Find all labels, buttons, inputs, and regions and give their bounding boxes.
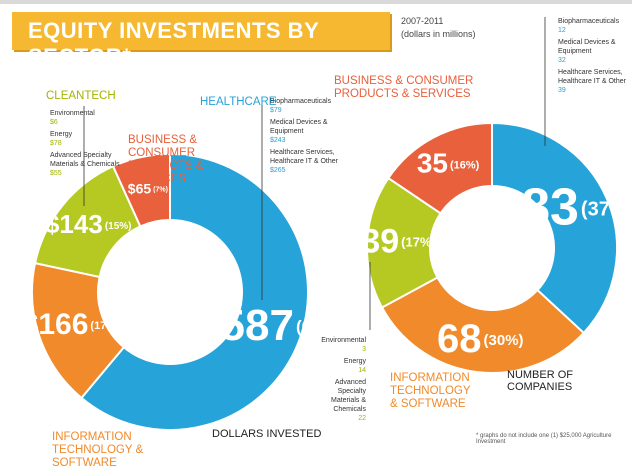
slice-value-label: $166 xyxy=(22,308,89,341)
donut-slice xyxy=(491,121,618,335)
slice-percent-label: (7%) xyxy=(153,186,168,193)
healthcare-item-value: $265 xyxy=(270,167,286,174)
healthcare-item-value: $243 xyxy=(270,137,286,144)
slice-value-label: $143 xyxy=(45,209,103,239)
footnote: * graphs do not include one (1) $25,000 … xyxy=(476,433,612,445)
donut-slice xyxy=(386,121,493,215)
slice-label: 39 (17%) xyxy=(361,222,436,260)
cleantech-item-label: Advanced Specialty Materials & Chemicals xyxy=(50,152,120,168)
slice-value-label: 35 xyxy=(417,148,448,179)
left-chart-caption: DOLLARS INVESTED xyxy=(212,428,322,440)
slice-percent-label: (37%) xyxy=(581,199,632,221)
healthcare-item-label: Biopharmaceuticals xyxy=(270,98,332,105)
right-healthcare-item-label: Healthcare Services, Healthcare IT & Oth… xyxy=(558,69,626,85)
it-heading: INFORMATION TECHNOLOGY & SOFTWARE xyxy=(52,431,144,469)
slice-percent-label: (61%) xyxy=(296,317,341,336)
slice-percent-label: (17%) xyxy=(90,320,120,332)
right-cleantech-item-label: Advanced Specialty Materials & Chemicals xyxy=(330,379,366,413)
cleantech-item-value: $78 xyxy=(50,140,62,147)
slice-label: $166 (17%) xyxy=(22,308,120,341)
slice-percent-label: (17%) xyxy=(401,235,436,250)
right-cleantech-item-label: Energy xyxy=(343,358,366,365)
slice-value-label: 39 xyxy=(361,222,399,260)
right-healthcare-item-value: 32 xyxy=(558,57,566,64)
title-banner: EQUITY INVESTMENTS BY SECTOR* xyxy=(12,12,390,69)
slice-label: $65 (7%) xyxy=(128,180,168,196)
right-cleantech-item-label: Environmental xyxy=(321,337,366,344)
slice-label: $587 (61%) xyxy=(196,300,341,349)
donut-slice xyxy=(80,152,309,431)
right-business-heading: BUSINESS & CONSUMER PRODUCTS & SERVICES xyxy=(334,75,474,100)
right-chart-caption: NUMBER OF COMPANIES xyxy=(507,369,573,393)
right-healthcare-item-value: 12 xyxy=(558,27,566,34)
cleantech-item-label: Energy xyxy=(50,131,73,138)
right-cleantech-breakdown: Environmental 3 Energy 14 Advanced Speci… xyxy=(316,336,366,423)
slice-label: 68 (30%) xyxy=(437,316,524,360)
top-strip xyxy=(0,0,632,4)
slice-label: 35 (16%) xyxy=(417,148,480,179)
right-healthcare-breakdown: Biopharmaceuticals 12 Medical Devices & … xyxy=(558,17,630,95)
cleantech-item-value: $6 xyxy=(50,119,58,126)
healthcare-item-label: Healthcare Services, Healthcare IT & Oth… xyxy=(270,149,338,165)
cleantech-breakdown: Environmental $6 Energy $78 Advanced Spe… xyxy=(50,109,130,178)
slice-label: 83 (37%) xyxy=(521,178,632,236)
slice-label: $143 (15%) xyxy=(45,209,132,239)
right-cleantech-item-value: 22 xyxy=(358,415,366,422)
healthcare-heading: HEALTHCARE xyxy=(200,96,277,108)
slice-percent-label: (15%) xyxy=(105,221,132,232)
right-cleantech-item-value: 3 xyxy=(362,346,366,353)
subtitle-units: (dollars in millions) xyxy=(401,29,476,39)
slice-value-label: 83 xyxy=(521,178,579,236)
cleantech-item-value: $55 xyxy=(50,170,62,177)
donut-chart-companies: 83 (37%) 68 (30%) 39 (17%) 35 (16%) xyxy=(361,121,632,374)
right-it-heading: INFORMATION TECHNOLOGY & SOFTWARE xyxy=(390,372,471,410)
slice-value-label: $587 xyxy=(196,300,294,349)
donut-slice xyxy=(111,152,171,228)
donut-chart-dollars: $587 (61%) $166 (17%) $143 (15%) $65 (7%) xyxy=(22,152,341,431)
right-healthcare-item-label: Medical Devices & Equipment xyxy=(558,39,616,55)
page-title: EQUITY INVESTMENTS BY SECTOR* xyxy=(28,18,319,69)
right-cleantech-item-value: 14 xyxy=(358,367,366,374)
slice-value-label: 68 xyxy=(437,316,482,360)
subtitle: 2007-2011 (dollars in millions) xyxy=(401,15,511,41)
slice-percent-label: (30%) xyxy=(484,332,524,349)
healthcare-item-value: $79 xyxy=(270,107,282,114)
right-healthcare-item-value: 39 xyxy=(558,87,566,94)
business-heading: BUSINESS & CONSUMER PRODUCTS & SERVICES xyxy=(128,134,204,185)
subtitle-years: 2007-2011 xyxy=(401,16,444,26)
slice-value-label: $65 xyxy=(128,180,152,196)
cleantech-heading: CLEANTECH xyxy=(46,90,116,102)
cleantech-item-label: Environmental xyxy=(50,110,95,117)
slice-percent-label: (16%) xyxy=(450,159,480,171)
healthcare-breakdown: Biopharmaceuticals $79 Medical Devices &… xyxy=(270,97,350,175)
donut-slice xyxy=(380,276,586,374)
healthcare-item-label: Medical Devices & Equipment xyxy=(270,119,328,135)
right-healthcare-item-label: Biopharmaceuticals xyxy=(558,18,620,25)
